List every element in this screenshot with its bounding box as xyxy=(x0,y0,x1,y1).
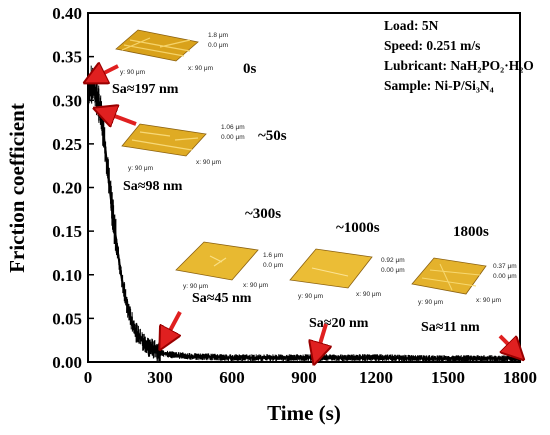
afm-texture-1800s xyxy=(421,263,481,291)
afm-xrange-50s: x: 90 μm xyxy=(196,159,221,166)
afm-zmin-0s: 0.0 μm xyxy=(208,42,228,49)
y-tick-label: 0.00 xyxy=(52,353,82,372)
afm-yrange-1000s: y: 90 μm xyxy=(298,293,323,300)
y-tick-label: 0.25 xyxy=(52,135,82,154)
y-tick-label: 0.15 xyxy=(52,222,82,241)
y-axis-title: Friction coefficient xyxy=(5,103,29,273)
afm-zmin-50s: 0.00 μm xyxy=(221,134,245,141)
afm-texture-50s xyxy=(131,131,199,151)
afm-xrange-300s: x: 90 μm xyxy=(243,282,268,289)
x-tick-label: 300 xyxy=(147,368,173,387)
time-label-1000s: ~1000s xyxy=(336,220,380,236)
time-label-1800s: 1800s xyxy=(453,224,489,240)
afm-inset-300s: 1.6 μm 0.0 μm y: 90 μm x: 90 μm xyxy=(175,241,283,290)
arrow-1800s xyxy=(498,334,516,352)
afm-texture-300s xyxy=(209,255,227,267)
condition-lubricant: Lubricant: NaH₂PO₂·H₂O xyxy=(384,58,534,73)
afm-texture-1000s xyxy=(311,267,349,277)
afm-zmax-50s: 1.06 μm xyxy=(221,124,245,131)
afm-surface-300s xyxy=(175,241,259,281)
afm-yrange-50s: y: 90 μm xyxy=(128,165,153,172)
sa-label-0s: Sa≈197 nm xyxy=(112,82,179,97)
friction-series-line xyxy=(87,79,520,360)
arrow-0s xyxy=(94,66,119,78)
condition-speed: Speed: 0.251 m/s xyxy=(384,38,480,53)
afm-inset-1800s: 0.37 μm 0.00 μm y: 90 μm x: 90 μm xyxy=(411,257,517,306)
y-tick-label: 0.30 xyxy=(52,91,82,110)
arrows xyxy=(94,66,516,354)
afm-zmin-300s: 0.0 μm xyxy=(263,262,283,269)
afm-zmax-300s: 1.6 μm xyxy=(263,252,283,259)
afm-zmax-1800s: 0.37 μm xyxy=(493,263,517,270)
afm-zmax-0s: 1.8 μm xyxy=(208,32,228,39)
afm-xrange-1000s: x: 90 μm xyxy=(356,291,381,298)
y-tick-label: 0.10 xyxy=(52,266,82,285)
afm-surface-1000s xyxy=(289,248,373,289)
time-label-300s: ~300s xyxy=(245,206,281,222)
afm-inset-1000s: 0.92 μm 0.00 μm y: 90 μm x: 90 μm xyxy=(289,248,405,300)
afm-inset-50s: 1.06 μm 0.00 μm y: 90 μm x: 90 μm xyxy=(121,123,245,172)
y-tick-label: 0.05 xyxy=(52,309,82,328)
time-label-50s: ~50s xyxy=(258,128,287,144)
series-noise-band xyxy=(87,65,521,363)
condition-sample: Sample: Ni-P/Si₃N₄ xyxy=(384,78,494,93)
x-tick-label: 1500 xyxy=(431,368,465,387)
sa-label-50s: Sa≈98 nm xyxy=(123,179,183,194)
x-tick-label: 1800 xyxy=(503,368,537,387)
afm-surface-1800s xyxy=(411,257,487,295)
sa-label-1800s: Sa≈11 nm xyxy=(421,320,480,335)
afm-zmax-1000s: 0.92 μm xyxy=(381,257,405,264)
afm-yrange-300s: y: 90 μm xyxy=(183,283,208,290)
condition-load: Load: 5N xyxy=(384,18,439,33)
x-ticks: 0 300 600 900 1200 1500 1800 xyxy=(84,356,537,387)
afm-xrange-0s: x: 90 μm xyxy=(188,65,213,72)
x-axis-title: Time (s) xyxy=(267,401,341,425)
afm-yrange-0s: y: 90 μm xyxy=(120,69,145,76)
arrow-1000s xyxy=(317,323,326,354)
afm-yrange-1800s: y: 90 μm xyxy=(418,299,443,306)
test-conditions: Load: 5N Speed: 0.251 m/s Lubricant: NaH… xyxy=(384,18,534,93)
series-noise-path xyxy=(87,65,521,363)
y-ticks: 0.00 0.05 0.10 0.15 0.20 0.25 0.30 0.35 0.40 xyxy=(52,4,94,372)
x-tick-label: 0 xyxy=(84,368,93,387)
time-label-0s: 0s xyxy=(243,61,257,77)
afm-inset-0s: 1.8 μm 0.0 μm y: 90 μm x: 90 μm xyxy=(115,29,228,76)
arrow-300s xyxy=(165,311,182,340)
sa-label-1000s: Sa≈20 nm xyxy=(309,316,369,331)
afm-zmin-1000s: 0.00 μm xyxy=(381,267,405,274)
x-tick-label: 900 xyxy=(291,368,317,387)
x-tick-label: 1200 xyxy=(359,368,393,387)
afm-xrange-1800s: x: 90 μm xyxy=(476,297,501,304)
sa-label-300s: Sa≈45 nm xyxy=(192,291,252,306)
y-tick-label: 0.40 xyxy=(52,4,82,23)
afm-texture-0s xyxy=(121,37,191,57)
afm-zmin-1800s: 0.00 μm xyxy=(493,273,517,280)
arrow-50s xyxy=(104,112,137,124)
x-tick-label: 600 xyxy=(219,368,245,387)
y-tick-label: 0.35 xyxy=(52,48,82,67)
y-tick-label: 0.20 xyxy=(52,179,82,198)
